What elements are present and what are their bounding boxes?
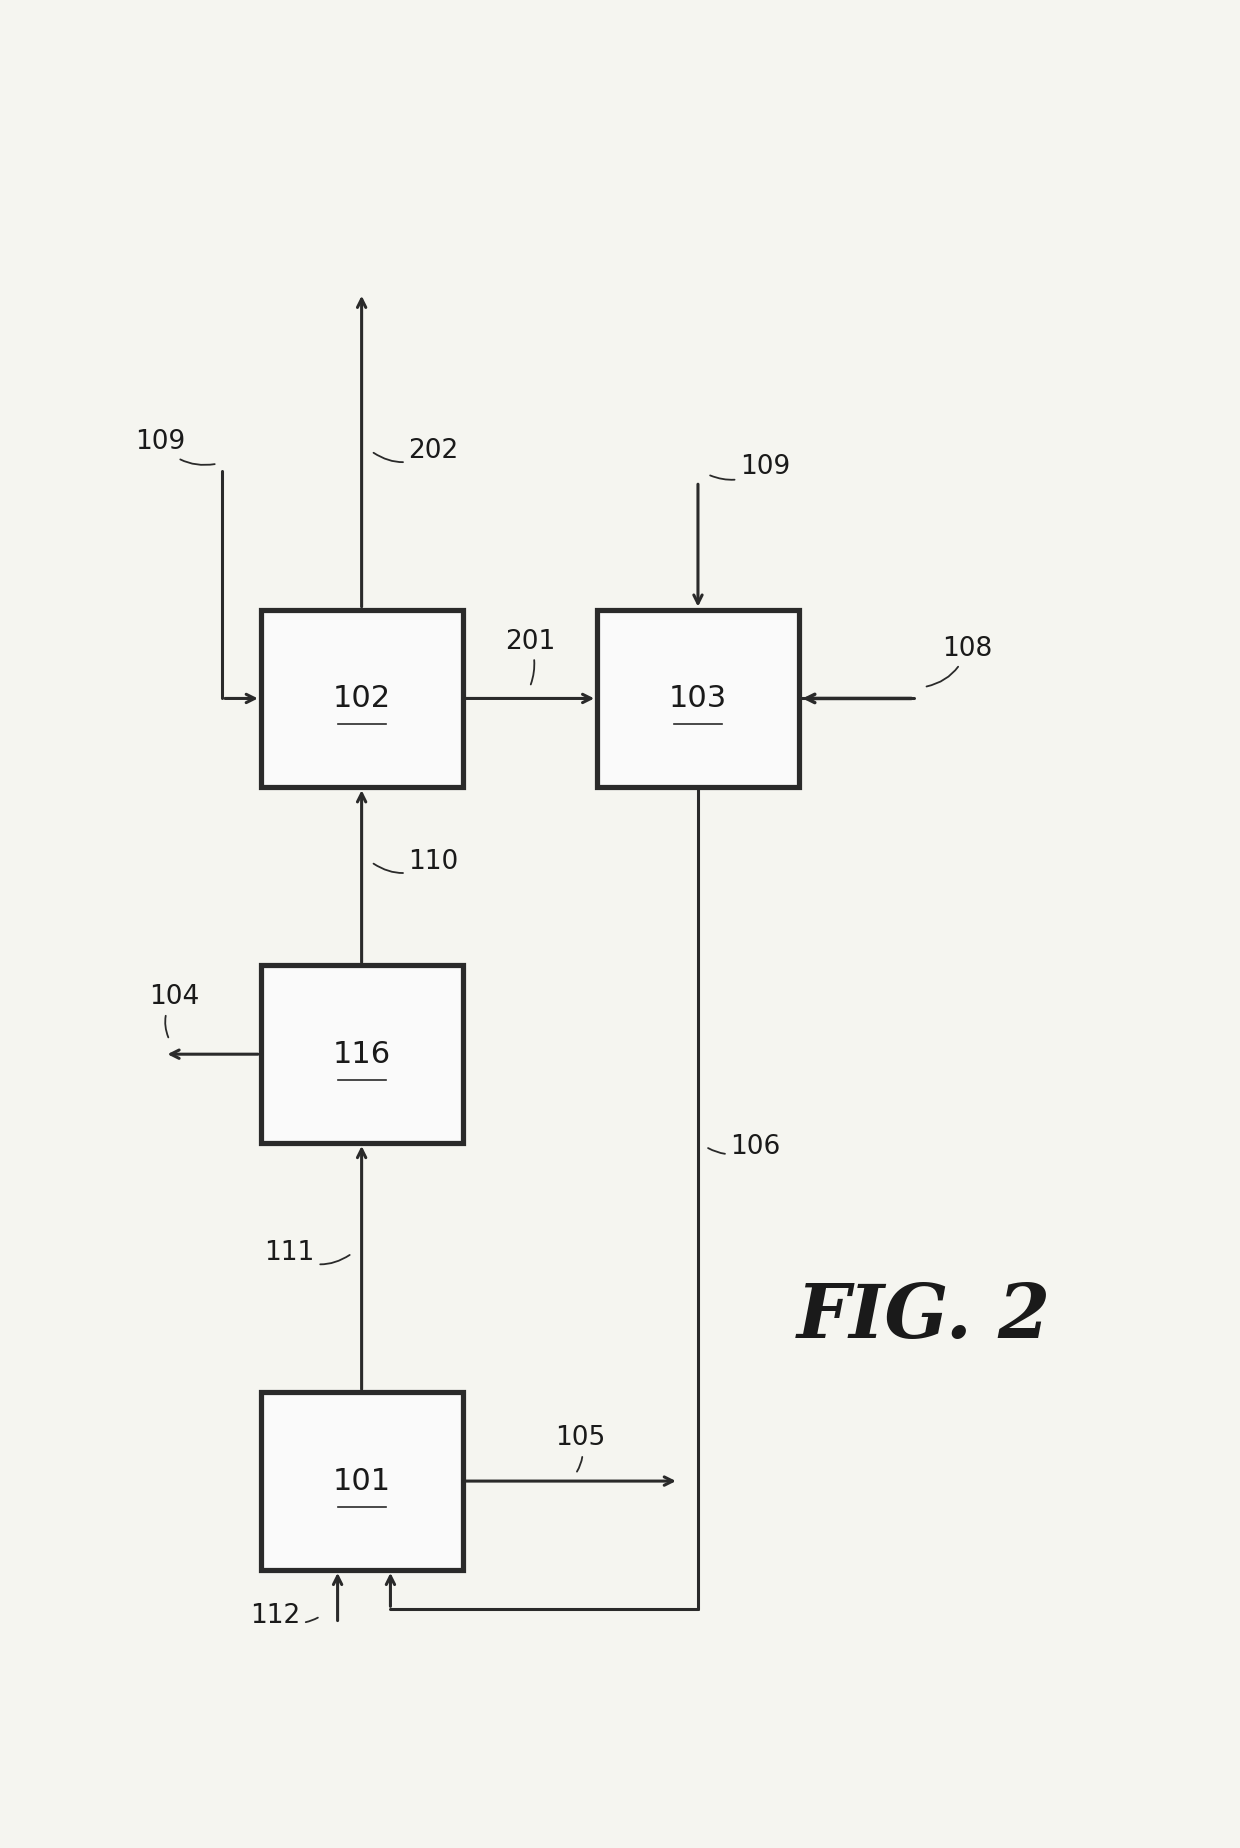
Text: 105: 105: [556, 1425, 605, 1471]
Bar: [260, 1392, 463, 1571]
Text: 104: 104: [149, 985, 200, 1037]
Text: 110: 110: [373, 848, 459, 876]
Text: FIG. 2: FIG. 2: [797, 1281, 1050, 1355]
Text: 106: 106: [708, 1133, 781, 1161]
Bar: [260, 610, 463, 787]
Bar: [260, 965, 463, 1144]
Text: 202: 202: [373, 438, 459, 464]
Text: 101: 101: [332, 1467, 391, 1495]
Text: 109: 109: [135, 429, 215, 466]
Text: 111: 111: [264, 1240, 350, 1266]
Text: 109: 109: [711, 455, 790, 480]
Text: 116: 116: [332, 1040, 391, 1068]
Text: 201: 201: [505, 628, 556, 684]
Text: 102: 102: [332, 684, 391, 713]
Text: 103: 103: [668, 684, 727, 713]
Bar: [596, 610, 799, 787]
Text: 108: 108: [926, 636, 992, 686]
Text: 112: 112: [250, 1604, 317, 1630]
